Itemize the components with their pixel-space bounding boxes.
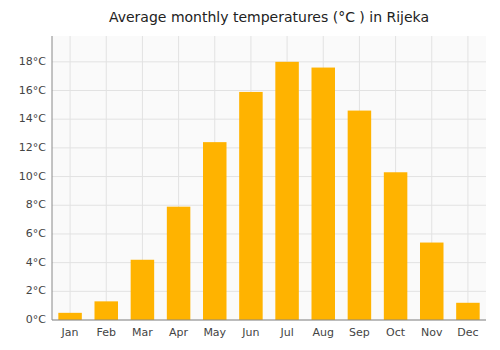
x-tick-label: Nov xyxy=(421,326,443,339)
x-tick-label: May xyxy=(203,326,226,339)
y-tick-label: 0°C xyxy=(26,313,46,326)
y-tick-label: 10°C xyxy=(19,170,46,183)
bar xyxy=(311,68,335,320)
bar xyxy=(348,111,372,320)
y-tick-label: 18°C xyxy=(19,55,46,68)
x-tick-label: Feb xyxy=(97,326,116,339)
grid-line-x xyxy=(70,36,71,320)
grid-line-y xyxy=(52,61,486,62)
bar xyxy=(420,243,444,320)
y-tick-label: 2°C xyxy=(26,284,46,297)
bar xyxy=(131,260,155,320)
y-tick-label: 4°C xyxy=(26,256,46,269)
grid-line-x xyxy=(467,36,468,320)
bar xyxy=(384,172,408,320)
x-tick-label: Apr xyxy=(169,326,189,339)
plot-background xyxy=(52,36,486,320)
y-tick-label: 8°C xyxy=(26,198,46,211)
x-tick-label: Jun xyxy=(241,326,259,339)
bar xyxy=(456,303,480,320)
bar xyxy=(203,142,227,320)
x-tick-label: Dec xyxy=(457,326,478,339)
bar xyxy=(94,301,118,320)
bars xyxy=(58,62,479,320)
grid-line-y xyxy=(52,320,486,321)
bar xyxy=(58,313,82,320)
y-tick-label: 12°C xyxy=(19,141,46,154)
grid-line-x xyxy=(106,36,107,320)
bar xyxy=(167,207,191,320)
grid-line-y xyxy=(52,147,486,148)
grid xyxy=(52,36,486,320)
x-axis-line xyxy=(52,320,486,321)
x-tick-label: Mar xyxy=(132,326,153,339)
y-tick-label: 6°C xyxy=(26,227,46,240)
y-axis-line xyxy=(52,36,53,320)
x-tick-label: Oct xyxy=(386,326,406,339)
x-tick-label: Jul xyxy=(279,326,293,339)
x-tick-label: Jan xyxy=(61,326,79,339)
chart-title: Average monthly temperatures (°C ) in Ri… xyxy=(109,9,429,25)
x-tick-label: Aug xyxy=(313,326,334,339)
grid-line-y xyxy=(52,90,486,91)
chart-svg: 0°C 2°C 4°C 6°C 8°C 10°C 12°C 14°C 16°C 18°C Jan Fe… xyxy=(0,0,500,350)
bar xyxy=(275,62,299,320)
grid-line-y xyxy=(52,119,486,120)
y-tick-label: 16°C xyxy=(19,84,46,97)
grid-line-y xyxy=(52,233,486,234)
bar xyxy=(239,92,263,320)
axes: 0°C 2°C 4°C 6°C 8°C 10°C 12°C 14°C 16°C 18°C Jan Fe… xyxy=(19,36,486,339)
x-tick-label: Sep xyxy=(349,326,370,339)
y-tick-label: 14°C xyxy=(19,112,46,125)
grid-line-y xyxy=(52,176,486,177)
chart-container: 0°C 2°C 4°C 6°C 8°C 10°C 12°C 14°C 16°C 18°C Jan Fe… xyxy=(0,0,500,350)
grid-line-y xyxy=(52,205,486,206)
